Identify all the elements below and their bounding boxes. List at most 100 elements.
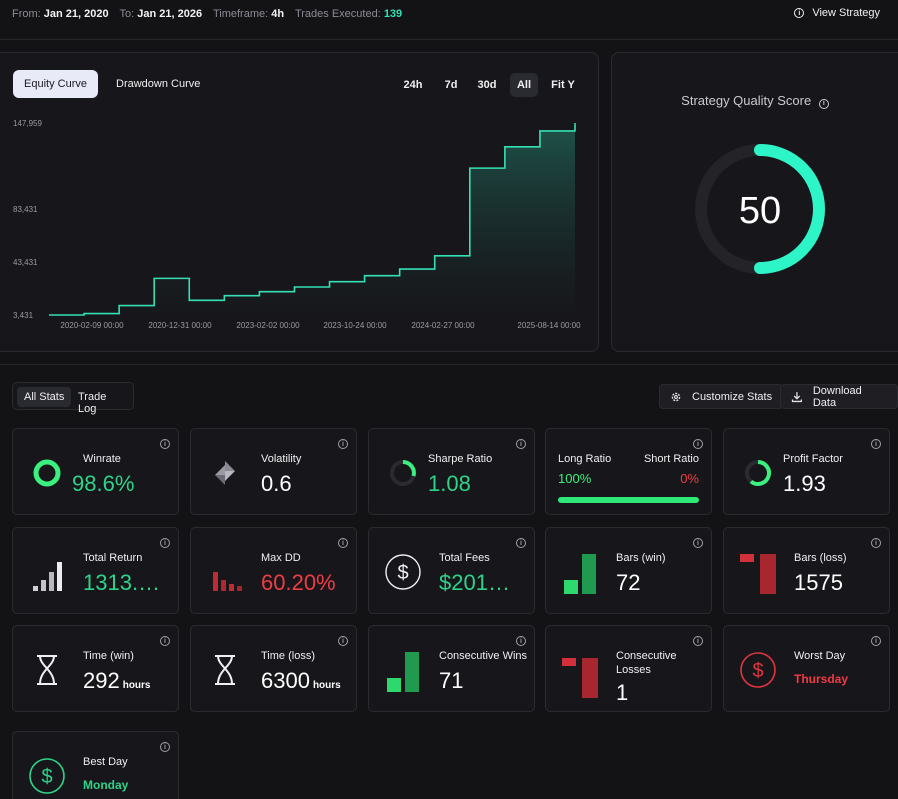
time-win-unit: hours [122, 680, 151, 691]
svg-text:$: $ [752, 660, 763, 682]
volatility-value: 0.6 [261, 471, 292, 496]
view-strategy-label: View Strategy [812, 7, 880, 19]
range-7d-button[interactable]: 7d [444, 79, 458, 91]
winrate-value: 98.6% [72, 471, 135, 496]
stat-card-worst-day: i $ Worst Day Thursday [723, 625, 890, 712]
hourglass-icon [215, 655, 235, 685]
equity-line [49, 123, 576, 316]
info-icon[interactable]: i [871, 636, 881, 646]
stat-card-consecutive-losses: i Consecutive Losses 1 [545, 625, 712, 712]
download-icon [791, 391, 802, 402]
view-strategy-button[interactable]: i View Strategy [794, 7, 880, 19]
info-icon: i [794, 8, 805, 18]
info-icon[interactable]: i [516, 439, 526, 449]
x-tick-label: 2023-10-24 00:00 [323, 321, 387, 330]
green-bars-icon [387, 652, 419, 692]
x-tick-label: 2023-02-02 00:00 [236, 321, 300, 330]
equity-area [49, 123, 575, 315]
svg-text:$: $ [41, 766, 52, 788]
score-value: 50 [739, 190, 781, 232]
volatility-label: Volatility [261, 453, 302, 465]
info-icon[interactable]: i [338, 439, 348, 449]
long-ratio-label: Long Ratio [558, 453, 612, 465]
bars-win-value: 72 [616, 570, 641, 595]
tab-drawdown-curve[interactable]: Drawdown Curve [116, 78, 201, 90]
stat-card-total-return: i Total Return 1313.… [12, 527, 179, 614]
x-tick-label: 2024-02-27 00:00 [411, 321, 475, 330]
x-tick-label: 2025-08-14 00:00 [517, 321, 581, 330]
long-ratio-value: 100% [558, 471, 592, 486]
best-day-label: Best Day [83, 756, 128, 768]
bar-chart-icon [33, 562, 62, 591]
ring-icon [33, 459, 61, 487]
red-bars-icon [740, 554, 776, 594]
y-tick-label: 43,431 [13, 258, 38, 267]
total-fees-value: $201… [439, 570, 510, 595]
stat-card-time-win: i Time (win) 292 hours [12, 625, 179, 712]
info-icon[interactable]: i [871, 439, 881, 449]
info-icon[interactable]: i [160, 742, 170, 752]
consec-losses-label-line2: Losses [616, 664, 651, 676]
time-win-value: 292 [83, 668, 120, 693]
info-icon[interactable]: i [160, 636, 170, 646]
stats-tabs: All Stats Trade Log [12, 382, 134, 415]
stat-card-profit-factor: i Profit Factor 1.93 [723, 428, 890, 515]
consec-wins-value: 71 [439, 668, 464, 693]
download-data-button[interactable]: Download Data [780, 384, 898, 409]
short-ratio-label: Short Ratio [643, 453, 699, 465]
x-tick-label: 2020-02-09 00:00 [60, 321, 124, 330]
sharpe-label: Sharpe Ratio [428, 453, 493, 465]
trades-value: 139 [383, 8, 403, 20]
stat-card-volatility: i Volatility 0.6 [190, 428, 357, 515]
tab-all-stats[interactable]: All Stats [17, 387, 72, 407]
info-icon[interactable]: i [160, 439, 170, 449]
stat-card-best-day: i $ Best Day Monday [12, 731, 179, 799]
info-icon[interactable]: i [693, 538, 703, 548]
from-label: From: [12, 8, 41, 20]
score-gauge: 50 [695, 144, 825, 274]
strategy-meta: From: Jan 21, 2020 To: Jan 21, 2026 Time… [12, 8, 410, 20]
dollar-icon: $ [385, 554, 421, 590]
equity-chart: 147,959 83,431 43,431 3,431 2020-02-09 00:0… [13, 119, 581, 330]
info-icon[interactable]: i [516, 538, 526, 548]
profit-factor-label: Profit Factor [783, 453, 843, 465]
long-short-bar [558, 497, 699, 503]
green-bars-icon [564, 554, 596, 594]
sharpe-value: 1.08 [428, 471, 471, 496]
worst-day-label: Worst Day [794, 650, 846, 662]
red-bars-icon [562, 658, 598, 698]
time-win-label: Time (win) [83, 650, 134, 662]
stat-card-long-short-ratio: i Long Ratio Short Ratio 100% 0% [545, 428, 712, 515]
range-30d-button[interactable]: 30d [477, 79, 497, 91]
trades-label: Trades Executed: [294, 8, 381, 20]
info-icon[interactable]: i [693, 439, 703, 449]
info-icon[interactable]: i [818, 98, 829, 109]
info-icon[interactable]: i [516, 636, 526, 646]
info-icon[interactable]: i [338, 636, 348, 646]
info-icon[interactable]: i [160, 538, 170, 548]
dollar-icon: $ [29, 758, 65, 794]
from-value: Jan 21, 2020 [43, 8, 109, 20]
consec-losses-value: 1 [616, 680, 629, 705]
tab-equity-curve[interactable]: Equity Curve [13, 70, 98, 98]
customize-stats-button[interactable]: Customize Stats [659, 384, 784, 409]
info-icon[interactable]: i [693, 636, 703, 646]
info-icon[interactable]: i [871, 538, 881, 548]
info-icon[interactable]: i [338, 538, 348, 548]
fit-y-button[interactable]: Fit Y [551, 79, 575, 91]
score-title: Strategy Quality Score [681, 93, 812, 108]
range-all-button[interactable]: All [510, 73, 538, 97]
score-title-row: Strategy Quality Score i [612, 93, 898, 109]
timeframe-value: 4h [271, 8, 285, 20]
range-24h-button[interactable]: 24h [403, 79, 423, 91]
equity-chart-panel: Equity Curve Drawdown Curve 24h 7d 30d A… [0, 52, 599, 352]
stat-card-total-fees: i $ Total Fees $201… [368, 527, 535, 614]
tab-trade-log[interactable]: Trade Log [78, 391, 107, 415]
strategy-quality-score-panel: Strategy Quality Score i 50 [611, 52, 898, 352]
hourglass-icon [37, 655, 57, 685]
time-loss-value: 6300 [261, 668, 310, 693]
download-data-label: Download Data [812, 384, 862, 409]
score-gauge-arc [754, 144, 825, 274]
stat-card-max-dd: i Max DD 60.20% [190, 527, 357, 614]
bars-win-label: Bars (win) [616, 552, 666, 564]
